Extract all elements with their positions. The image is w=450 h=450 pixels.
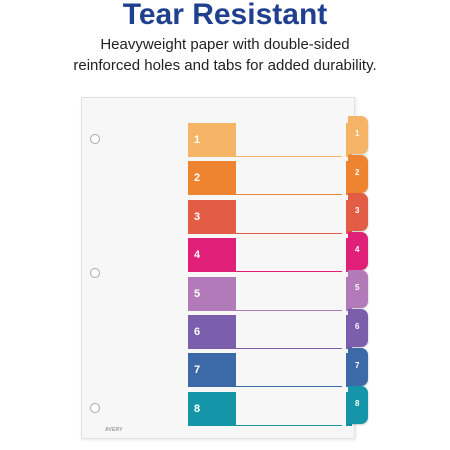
tab-row-number: 7 bbox=[194, 364, 201, 377]
tab-row-number: 2 bbox=[194, 172, 201, 185]
tab-row-writing-line bbox=[236, 309, 342, 311]
headline-subtitle-line-1: Heavyweight paper with double-sided bbox=[100, 36, 350, 53]
tab-row-number: 8 bbox=[194, 402, 201, 415]
tab-row-color-block: 6 bbox=[188, 315, 236, 349]
tab-row-4: 4 bbox=[188, 238, 352, 273]
tab-row-writing-line bbox=[236, 386, 342, 388]
punched-hole-bottom bbox=[90, 403, 100, 413]
side-tab-number: 2 bbox=[355, 167, 360, 177]
side-tab-1: 1 bbox=[348, 116, 368, 154]
tab-row-writing-line bbox=[236, 194, 342, 196]
tab-row-number: 5 bbox=[194, 287, 201, 300]
tab-row-color-block: 2 bbox=[188, 161, 236, 196]
side-tab-4: 4 bbox=[348, 231, 368, 270]
tab-row-8: 8 bbox=[188, 391, 352, 426]
side-tab-number: 5 bbox=[355, 283, 360, 293]
tab-row-3: 3 bbox=[188, 199, 352, 234]
side-tab-5: 5 bbox=[348, 270, 368, 309]
tab-row-writing-line bbox=[236, 156, 342, 157]
side-tab-number: 8 bbox=[355, 399, 360, 409]
side-tab-number: 6 bbox=[355, 322, 360, 331]
headline-title: Tear Resistant bbox=[122, 0, 328, 31]
side-tab-6: 6 bbox=[348, 309, 368, 347]
tab-row-writing-line bbox=[236, 424, 342, 426]
tab-row-color-block: 7 bbox=[188, 353, 236, 388]
tab-row-7: 7 bbox=[188, 353, 352, 388]
side-tab-number: 7 bbox=[355, 360, 360, 370]
tab-row-5: 5 bbox=[188, 276, 352, 311]
side-tab-7: 7 bbox=[348, 347, 368, 386]
tab-row-color-block: 4 bbox=[188, 238, 236, 273]
tab-row-number: 4 bbox=[194, 249, 201, 262]
tab-row-number: 1 bbox=[194, 134, 201, 146]
tab-row-color-block: 1 bbox=[188, 123, 236, 157]
tab-row-1: 1 bbox=[188, 123, 352, 157]
tab-row-color-block: 5 bbox=[188, 276, 236, 311]
punched-hole-middle bbox=[90, 268, 100, 278]
tab-row-color-block: 3 bbox=[188, 199, 236, 234]
brand-mark: AVERY bbox=[105, 427, 123, 433]
tab-row-writing-line bbox=[236, 348, 342, 349]
side-tab-number: 1 bbox=[355, 129, 360, 138]
tab-row-writing-line bbox=[236, 232, 342, 234]
tab-row-number: 6 bbox=[194, 326, 201, 338]
tab-row-color-block: 8 bbox=[188, 391, 236, 426]
side-tab-number: 3 bbox=[355, 206, 360, 216]
tab-row-6: 6 bbox=[188, 315, 352, 349]
side-tab-8: 8 bbox=[348, 386, 368, 425]
punched-hole-top bbox=[90, 134, 100, 144]
side-tab-number: 4 bbox=[355, 244, 360, 254]
headline-subtitle-line-2: reinforced holes and tabs for added dura… bbox=[73, 57, 377, 74]
tab-row-writing-line bbox=[236, 271, 342, 273]
side-tab-2: 2 bbox=[348, 154, 368, 193]
tab-row-number: 3 bbox=[194, 210, 201, 223]
tab-row-2: 2 bbox=[188, 161, 352, 196]
side-tab-3: 3 bbox=[348, 193, 368, 232]
